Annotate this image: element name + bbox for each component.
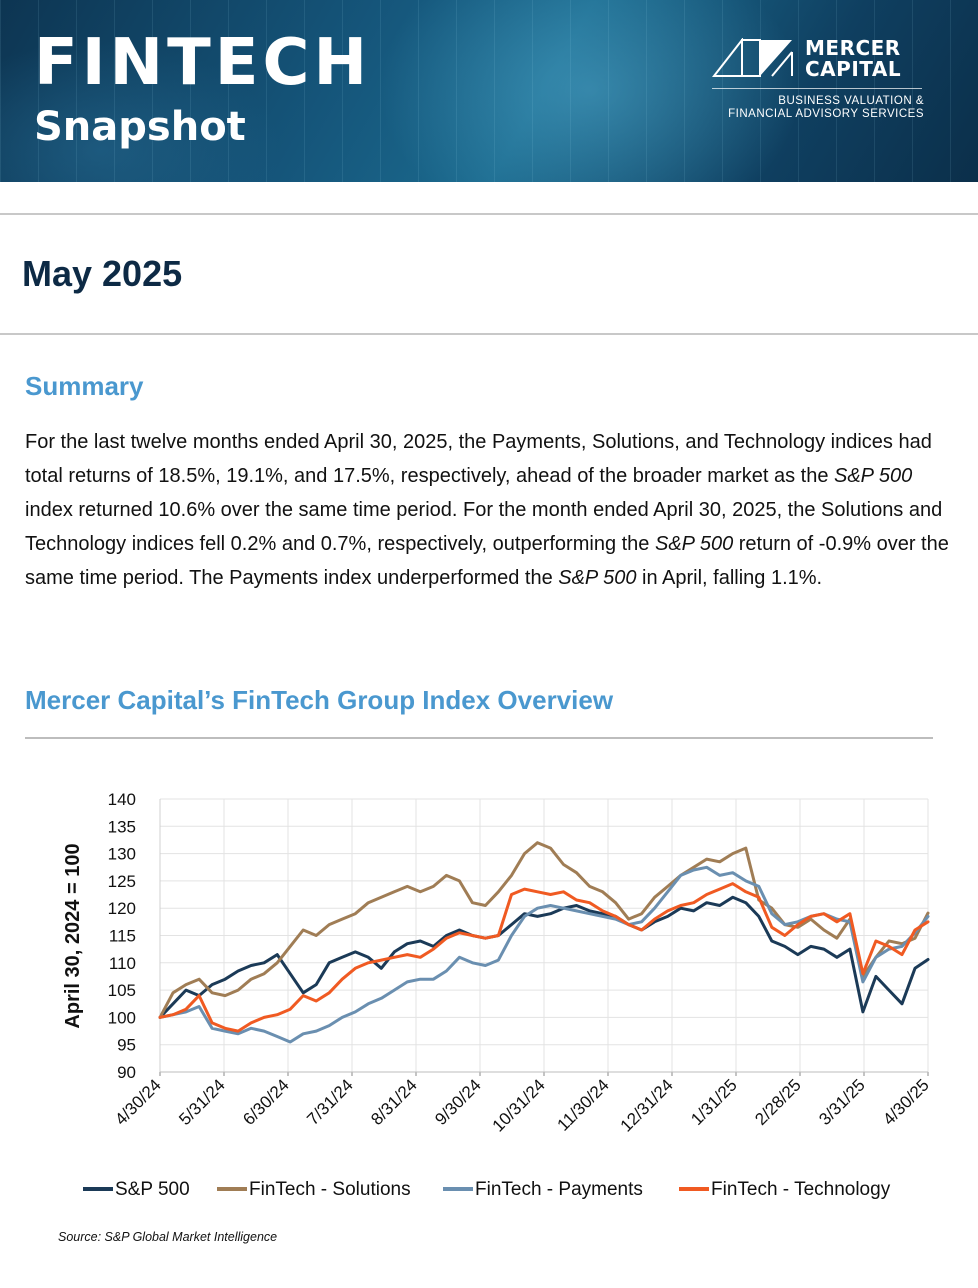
summary-text-part: in April, falling 1.1%.	[636, 567, 823, 589]
y-tick-label: 140	[108, 790, 136, 809]
banner-texture	[0, 0, 978, 182]
logo-divider	[712, 88, 922, 89]
x-tick-label: 4/30/24	[111, 1075, 165, 1129]
chart-section-heading: Mercer Capital’s FinTech Group Index Ove…	[25, 685, 614, 715]
y-tick-label: 130	[108, 845, 136, 864]
y-tick-label: 100	[108, 1008, 136, 1027]
x-axis-ticks: 4/30/24 5/31/24 6/30/24 7/31/24 8/31/24 9/30/…	[111, 1075, 933, 1135]
x-tick-label: 10/31/24	[489, 1075, 549, 1135]
logo-tagline-line1: BUSINESS VALUATION &	[778, 95, 924, 107]
summary-text-part: For the last twelve months ended April 3…	[25, 431, 932, 487]
source-note: Source: S&P Global Market Intelligence	[58, 1230, 278, 1244]
logo-name-line2: CAPITAL	[805, 57, 902, 81]
chart-legend: S&P 500 FinTech - Solutions FinTech - Paym…	[83, 1179, 891, 1200]
x-tick-label: 6/30/24	[239, 1075, 293, 1129]
summary-paragraph: For the last twelve months ended April 3…	[25, 425, 950, 595]
chart-series-lines	[158, 841, 930, 1044]
summary-index-name: S&P 500	[558, 567, 637, 589]
y-axis-ticks: 90 95 100 105 110 115 120 125 130 135 140	[108, 790, 136, 1082]
x-tick-label: 2/28/25	[751, 1075, 805, 1129]
legend-label: S&P 500	[115, 1179, 190, 1200]
x-tick-label: 1/31/25	[687, 1075, 741, 1129]
x-tick-label: 7/31/24	[303, 1075, 357, 1129]
logo-mark-icon	[712, 38, 793, 77]
series-line	[158, 865, 930, 1044]
summary-text-part: index returned 10.6% over the same time …	[25, 499, 943, 555]
x-tick-label: 8/31/24	[367, 1075, 421, 1129]
divider-top	[0, 213, 978, 215]
x-tick-label: 11/30/24	[553, 1075, 612, 1134]
y-tick-label: 135	[108, 817, 136, 836]
header-banner: FINTECH Snapshot MERCER CAPITAL BUSINESS…	[0, 0, 978, 182]
summary-heading: Summary	[25, 371, 144, 401]
x-tick-label: 3/31/25	[815, 1075, 869, 1129]
issue-date-heading: May 2025	[22, 253, 183, 294]
y-tick-label: 125	[108, 872, 136, 891]
chart-section-divider	[25, 737, 933, 739]
summary-index-name: S&P 500	[654, 533, 734, 555]
y-tick-label: 110	[109, 954, 136, 973]
y-tick-label: 120	[108, 899, 136, 918]
series-line	[158, 841, 930, 1019]
mercer-capital-logo: MERCER CAPITAL BUSINESS VALUATION & FINA…	[712, 38, 924, 128]
legend-label: FinTech - Payments	[475, 1179, 643, 1200]
series-line	[158, 895, 930, 1019]
banner-glow	[380, 0, 800, 182]
summary-text-part: return of -0.9% over the same time perio…	[25, 533, 949, 589]
logo-tagline-line2: FINANCIAL ADVISORY SERVICES	[728, 108, 924, 120]
y-tick-label: 90	[117, 1063, 136, 1082]
chart-grid	[159, 798, 929, 1076]
index-line-chart: 90 95 100 105 110 115 120 125 130 135 140 4/30/24 5…	[62, 790, 933, 1200]
divider-bottom	[0, 333, 978, 335]
logo-name: MERCER CAPITAL	[805, 38, 901, 80]
y-axis-label: April 30, 2024 = 100	[62, 843, 84, 1028]
logo-tagline: BUSINESS VALUATION & FINANCIAL ADVISORY …	[728, 95, 924, 121]
legend-label: FinTech - Technology	[711, 1179, 891, 1200]
series-line	[158, 882, 930, 1033]
publication-subtitle: Snapshot	[34, 104, 246, 150]
y-tick-label: 105	[108, 981, 136, 1000]
x-tick-label: 9/30/24	[431, 1075, 485, 1129]
y-tick-label: 115	[109, 927, 136, 946]
summary-index-name: S&P 500	[834, 465, 913, 487]
x-tick-label: 5/31/24	[175, 1075, 229, 1129]
y-tick-label: 95	[117, 1036, 136, 1055]
x-tick-label: 12/31/24	[617, 1075, 677, 1135]
publication-title: FINTECH	[34, 26, 371, 100]
x-tick-label: 4/30/25	[879, 1075, 933, 1129]
logo-name-line1: MERCER	[805, 36, 901, 60]
legend-label: FinTech - Solutions	[249, 1179, 411, 1200]
